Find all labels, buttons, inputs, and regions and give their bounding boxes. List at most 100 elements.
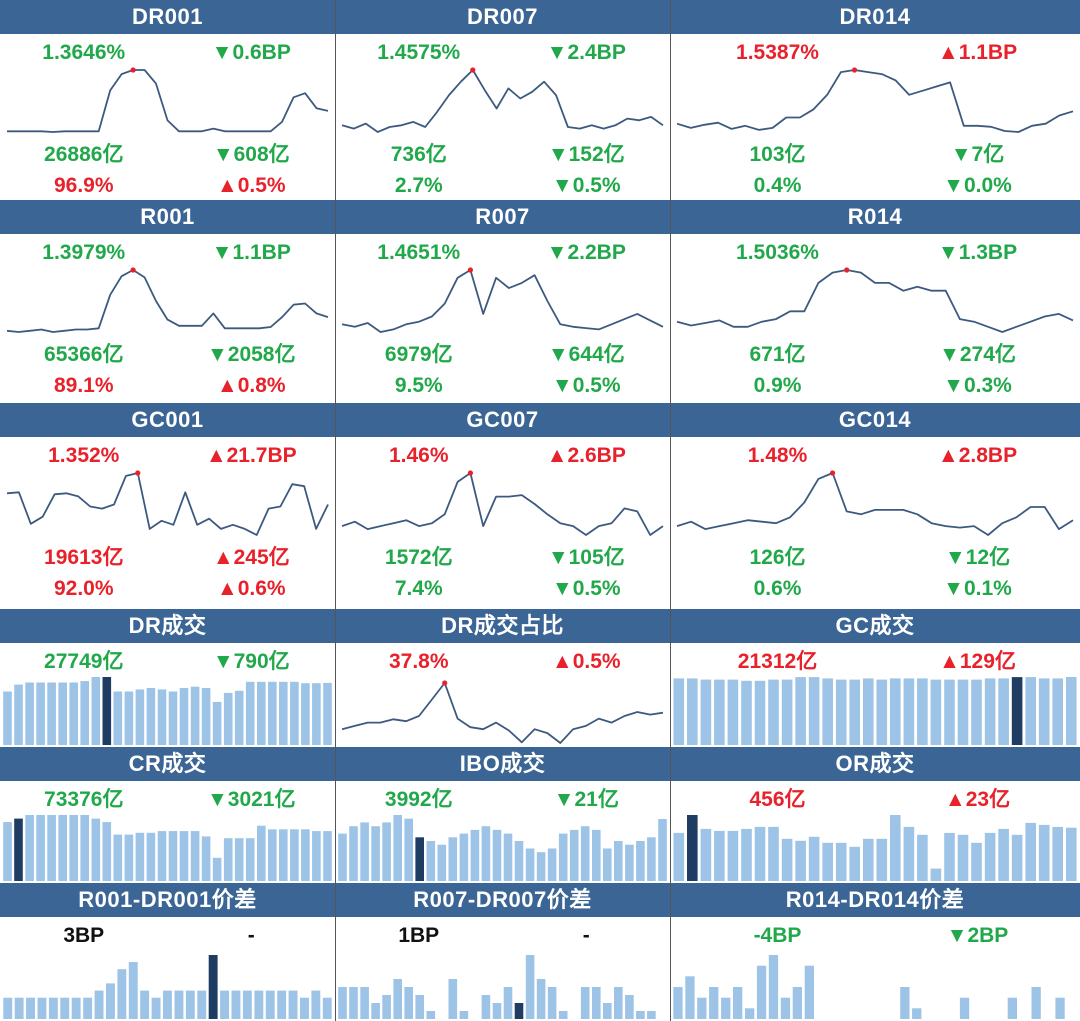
bar bbox=[1066, 677, 1077, 745]
peak-point bbox=[442, 680, 448, 686]
bar bbox=[957, 679, 969, 745]
chart-panel: GC成交 21312亿 ▲129亿 bbox=[670, 609, 1080, 747]
sparkline-chart bbox=[6, 267, 329, 333]
bar bbox=[220, 990, 229, 1019]
volume-value: 1572亿 bbox=[384, 546, 453, 569]
bar bbox=[234, 690, 244, 745]
bar bbox=[415, 995, 424, 1019]
panel-title: R001 bbox=[0, 200, 335, 234]
bar bbox=[323, 831, 332, 881]
panel-title: GC成交 bbox=[670, 609, 1080, 643]
series-line bbox=[341, 682, 664, 744]
bar bbox=[1025, 677, 1036, 745]
bar bbox=[360, 822, 369, 881]
chart-panel: DR成交占比 37.8% ▲0.5% bbox=[335, 609, 670, 747]
panel-title: IBO成交 bbox=[335, 747, 670, 781]
volume-change: ▼2058亿 bbox=[206, 343, 296, 366]
change: ▼3021亿 bbox=[206, 788, 296, 811]
peak-point bbox=[829, 470, 836, 476]
bar bbox=[687, 678, 698, 745]
bar bbox=[48, 997, 58, 1019]
bar bbox=[146, 688, 156, 745]
bar bbox=[231, 990, 241, 1019]
bar bbox=[1031, 987, 1041, 1019]
chart-panel: R014 1.5036% ▼1.3BP 671亿 ▼274亿 0.9% ▼0.3% bbox=[670, 200, 1080, 403]
bar bbox=[179, 688, 189, 745]
bar-highlight bbox=[514, 1003, 524, 1019]
sparkline-chart bbox=[341, 680, 664, 744]
bar bbox=[930, 868, 942, 881]
rate-value: 1.5036% bbox=[736, 241, 819, 264]
value: -4BP bbox=[753, 924, 802, 947]
bar-highlight bbox=[208, 955, 218, 1019]
bar bbox=[756, 965, 767, 1019]
bar bbox=[135, 832, 145, 881]
volume-value: 26886亿 bbox=[44, 143, 124, 166]
volume-value: 126亿 bbox=[749, 546, 806, 569]
panel-title: R007 bbox=[335, 200, 670, 234]
rate-value: 1.46% bbox=[388, 444, 449, 467]
bar bbox=[301, 683, 310, 745]
bar bbox=[426, 841, 436, 881]
share-change: ▼0.5% bbox=[551, 174, 621, 197]
rate-change: ▲2.8BP bbox=[937, 444, 1018, 467]
bar bbox=[113, 834, 123, 881]
series-line bbox=[676, 69, 1074, 133]
bar bbox=[733, 987, 743, 1019]
share-change: ▼0.3% bbox=[943, 374, 1012, 397]
bar bbox=[781, 679, 793, 745]
bar bbox=[349, 826, 358, 881]
bar bbox=[912, 1008, 922, 1019]
bar-highlight bbox=[102, 677, 112, 745]
volume-value: 19613亿 bbox=[44, 546, 124, 569]
peak-point bbox=[851, 67, 858, 73]
change: - bbox=[582, 924, 590, 947]
bar bbox=[741, 828, 752, 881]
bar bbox=[1038, 824, 1050, 881]
series-line bbox=[6, 269, 329, 333]
bar bbox=[580, 826, 590, 881]
bar bbox=[1052, 826, 1063, 881]
bar bbox=[338, 833, 347, 881]
series-line bbox=[676, 269, 1074, 333]
bar bbox=[903, 678, 915, 745]
bar bbox=[984, 678, 996, 745]
sparkline-chart bbox=[676, 267, 1074, 333]
value: 3BP bbox=[63, 924, 105, 947]
panel-title: OR成交 bbox=[670, 747, 1080, 781]
rate-value: 1.4575% bbox=[377, 41, 461, 64]
bar bbox=[157, 831, 167, 881]
bar bbox=[822, 678, 833, 745]
bar bbox=[279, 829, 288, 881]
bar bbox=[849, 679, 860, 745]
panel-title: R014-DR014价差 bbox=[670, 883, 1080, 917]
change: ▼2BP bbox=[946, 924, 1009, 947]
bar bbox=[503, 987, 513, 1019]
bar bbox=[903, 826, 915, 881]
bar bbox=[580, 987, 590, 1019]
bar bbox=[930, 679, 942, 745]
share-value: 0.9% bbox=[753, 374, 802, 397]
bar bbox=[47, 682, 56, 745]
rate-change: ▼1.3BP bbox=[937, 241, 1018, 264]
bar bbox=[876, 838, 888, 881]
bar bbox=[876, 679, 888, 745]
bar bbox=[741, 680, 752, 745]
rate-value: 1.4651% bbox=[377, 241, 461, 264]
bar bbox=[481, 826, 491, 881]
bar bbox=[614, 841, 623, 881]
bar bbox=[301, 829, 310, 881]
bar bbox=[3, 997, 13, 1019]
panel-title: R001-DR001价差 bbox=[0, 883, 335, 917]
bar bbox=[14, 684, 23, 745]
bar bbox=[525, 848, 535, 881]
bar bbox=[470, 829, 480, 881]
change: ▲0.5% bbox=[551, 650, 621, 673]
bar bbox=[673, 987, 683, 1019]
bar bbox=[279, 681, 288, 745]
bar bbox=[714, 679, 725, 745]
bar bbox=[404, 987, 413, 1019]
panel-title: DR成交 bbox=[0, 609, 335, 643]
volume-change: ▼105亿 bbox=[547, 546, 625, 569]
rate-change: ▲2.6BP bbox=[546, 444, 626, 467]
